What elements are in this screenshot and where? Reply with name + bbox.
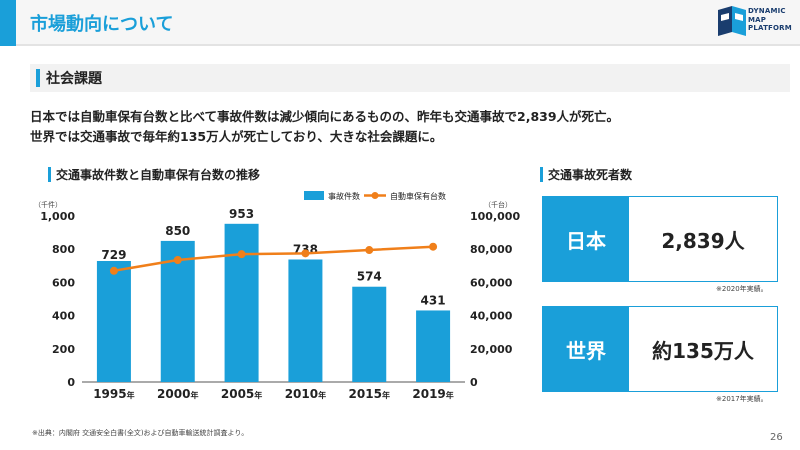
japan-deaths-card: 日本 2,839人 xyxy=(542,196,778,282)
legend-bar-label: 事故件数 xyxy=(328,191,360,201)
left-tick-label: 200 xyxy=(52,343,75,356)
x-tick-label: 2000年 xyxy=(157,387,198,401)
deaths-title-marker xyxy=(540,167,543,182)
japan-note: ※2020年実績。 xyxy=(716,285,768,293)
vehicles-point xyxy=(301,249,310,258)
bar-value-label: 431 xyxy=(421,293,446,307)
right-tick-label: 60,000 xyxy=(470,276,513,289)
left-tick-label: 0 xyxy=(67,376,75,389)
right-axis-unit: （千台） xyxy=(484,200,512,209)
deaths-title: 交通事故死者数 xyxy=(548,168,633,182)
left-tick-label: 600 xyxy=(52,276,75,289)
legend-line-marker xyxy=(371,192,379,199)
world-deaths-card: 世界 約135万人 xyxy=(542,306,778,392)
vehicles-point xyxy=(173,255,182,264)
bar-2019 xyxy=(416,310,451,382)
bar-2010 xyxy=(288,259,323,382)
right-tick-label: 80,000 xyxy=(470,243,513,256)
left-axis-unit: （千件） xyxy=(34,200,62,209)
left-tick-label: 800 xyxy=(52,243,75,256)
chart-title-marker xyxy=(48,167,51,182)
right-tick-label: 20,000 xyxy=(470,343,513,356)
japan-deaths-value: 2,839人 xyxy=(661,228,745,253)
chart-title: 交通事故件数と自動車保有台数の推移 xyxy=(56,168,261,182)
x-tick-label: 2019年 xyxy=(412,387,453,401)
bar-value-label: 729 xyxy=(101,248,126,262)
lead-text-line-1: 日本では自動車保有台数と比べて事故件数は減少傾向にあるものの、昨年も交通事故で2… xyxy=(30,109,620,124)
vehicles-line xyxy=(113,245,434,273)
vehicles-point xyxy=(109,266,118,275)
bar-2000 xyxy=(160,240,195,382)
bar-2015 xyxy=(352,286,387,382)
vehicles-point xyxy=(429,242,438,251)
bar-value-label: 850 xyxy=(165,224,190,238)
bar-2005 xyxy=(224,223,259,382)
x-tick-label: 2010年 xyxy=(285,387,326,401)
section-marker xyxy=(36,69,40,87)
world-label: 世界 xyxy=(543,307,629,391)
world-deaths-value: 約135万人 xyxy=(652,338,754,363)
section-heading: 社会課題 xyxy=(30,64,790,92)
right-tick-label: 0 xyxy=(470,376,478,389)
accidents-vehicles-chart: （千件） （千台） 0 200 400 600 800 1,000 0 20,000 40,000 6… xyxy=(34,191,520,401)
section-title: 社会課題 xyxy=(46,71,102,87)
logo-text: DYNAMIC MAP PLATFORM xyxy=(748,7,792,32)
x-tick-label: 1995年 xyxy=(93,387,134,401)
bar-1995 xyxy=(96,260,131,382)
legend-bar-swatch xyxy=(304,191,324,200)
logo-icon xyxy=(718,6,746,36)
bar-value-label: 953 xyxy=(229,207,254,221)
x-tick-label: 2015年 xyxy=(349,387,390,401)
lead-text-line-2: 世界では交通事故で毎年約135万人が死亡しており、大きな社会課題に。 xyxy=(30,129,443,144)
page-title: 市場動向について xyxy=(30,14,174,35)
vehicles-point xyxy=(237,250,246,259)
source-note: ※出典：内閣府 交通安全白書(全文)および自動車輸送統計調査より。 xyxy=(32,429,249,437)
japan-label: 日本 xyxy=(543,197,629,281)
header-accent xyxy=(0,0,16,46)
left-tick-label: 400 xyxy=(52,310,75,323)
slide-header xyxy=(0,0,800,46)
x-tick-label: 2005年 xyxy=(221,387,262,401)
page-number: 26 xyxy=(770,432,783,443)
right-tick-label: 100,000 xyxy=(470,210,520,223)
legend-line-label: 自動車保有台数 xyxy=(390,191,446,201)
world-note: ※2017年実績。 xyxy=(716,395,768,403)
vehicles-point xyxy=(365,246,374,255)
bar-value-label: 574 xyxy=(357,270,382,284)
left-tick-label: 1,000 xyxy=(40,210,75,223)
company-logo: DYNAMIC MAP PLATFORM xyxy=(718,6,792,40)
right-tick-label: 40,000 xyxy=(470,310,513,323)
